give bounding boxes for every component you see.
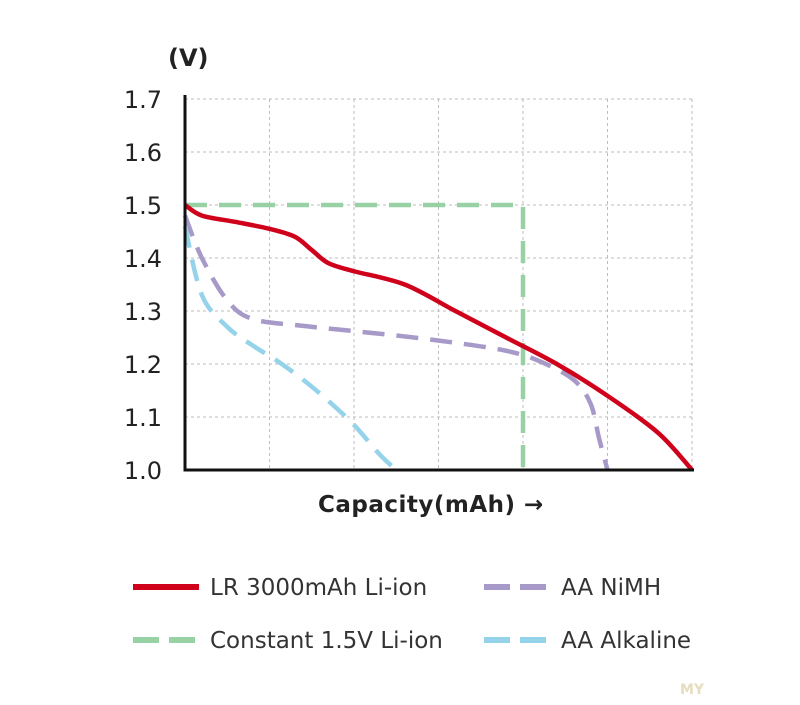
legend-label: LR 3000mAh Li-ion [210, 575, 427, 601]
y-tick-label: 1.1 [124, 404, 162, 432]
y-tick-label: 1.0 [124, 457, 162, 485]
legend-item: AA NiMH [484, 575, 661, 601]
grid [185, 98, 693, 470]
series-line-lr-3000mah-li-ion [183, 203, 694, 472]
legend-item: AA Alkaline [484, 628, 691, 654]
y-tick-label: 1.6 [124, 139, 162, 167]
watermark: MY [680, 682, 705, 698]
legend-item: Constant 1.5V Li-ion [133, 628, 443, 654]
legend: LR 3000mAh Li-ion AA NiMH Constant 1.5V Li… [133, 575, 691, 654]
x-axis-label: Capacity(mAh) → [318, 492, 544, 518]
legend-item: LR 3000mAh Li-ion [133, 575, 427, 601]
axes [183, 95, 694, 472]
series-lines [182, 202, 694, 472]
legend-label: AA Alkaline [561, 628, 691, 654]
series-line-constant-1-5v-li-ion [185, 202, 526, 470]
y-tick-label: 1.2 [124, 351, 162, 379]
series-line-aa-nimh [182, 214, 610, 471]
y-axis-label: (V) [168, 44, 209, 72]
series-line-aa-alkaline [182, 225, 398, 472]
y-tick-label: 1.5 [124, 192, 162, 220]
legend-label: AA NiMH [561, 575, 661, 601]
legend-label: Constant 1.5V Li-ion [210, 628, 443, 654]
y-tick-label: 1.7 [124, 86, 162, 114]
y-tick-label: 1.4 [124, 245, 162, 273]
y-tick-labels: 1.0 1.1 1.2 1.3 1.4 1.5 1.6 1.7 [124, 86, 162, 485]
y-tick-label: 1.3 [124, 298, 162, 326]
